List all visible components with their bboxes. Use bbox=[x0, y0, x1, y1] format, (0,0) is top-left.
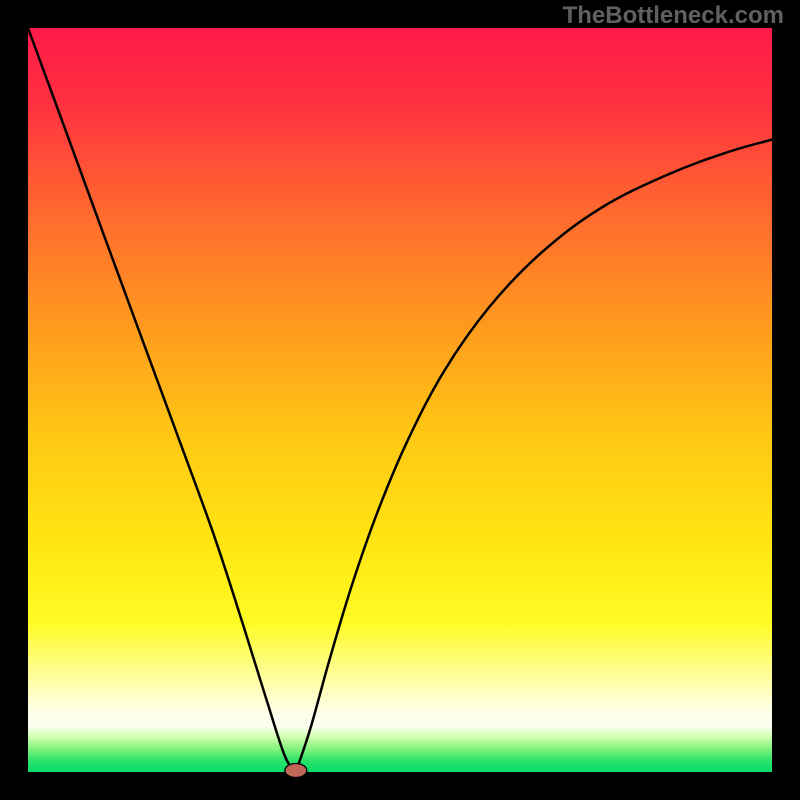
watermark-text: TheBottleneck.com bbox=[563, 2, 784, 30]
figure-root: TheBottleneck.com bbox=[0, 0, 800, 800]
curve-tip-marker bbox=[285, 764, 307, 778]
plot-area bbox=[28, 28, 772, 772]
bottleneck-chart-svg bbox=[0, 0, 800, 800]
